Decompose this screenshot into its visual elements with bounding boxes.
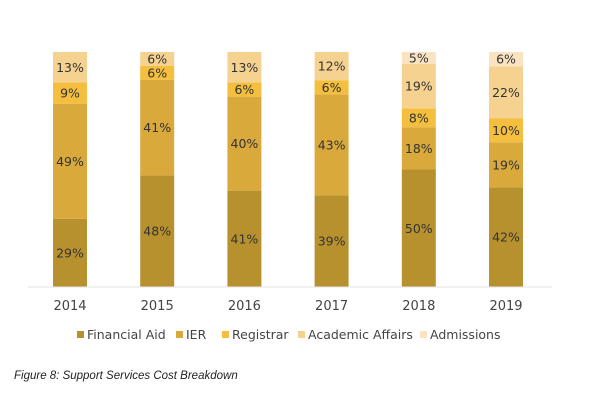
x-tick-label: 2015 [141, 299, 174, 314]
legend-label: Academic Affairs [308, 327, 413, 342]
bar-segment-financial-aid-2016 [227, 190, 262, 287]
x-tick-label: 2018 [402, 299, 435, 314]
bars-group: 29%49%9%13%48%41%6%6%41%40%6%13%39%43%6%… [53, 50, 523, 287]
bar-segment-admissions-2018 [401, 52, 436, 64]
legend-item-registrar: Registrar [222, 327, 289, 342]
legend-label: IER [186, 327, 207, 342]
bar-segment-ier-2018 [401, 127, 436, 170]
legend-item-financial-aid: Financial Aid [77, 327, 166, 342]
x-tick-label: 2014 [53, 299, 86, 314]
legend: Financial Aid IER Registrar Academic Affair… [77, 327, 501, 342]
bar-segment-academic-affairs-2019 [489, 66, 523, 119]
legend-swatch [77, 331, 84, 338]
legend-swatch [420, 331, 427, 338]
bar-segment-registrar-2016 [227, 82, 262, 97]
legend-label: Financial Aid [87, 327, 166, 342]
data-label: 19% [405, 79, 433, 94]
legend-item-academic-affairs: Academic Affairs [298, 327, 413, 342]
bar-segment-academic-affairs-2016 [227, 52, 262, 83]
bar-segment-financial-aid-2019 [489, 187, 523, 287]
legend-label: Registrar [232, 327, 289, 342]
bar-segment-ier-2015 [140, 79, 175, 176]
bar-segment-ier-2014 [53, 103, 87, 219]
legend-swatch [176, 331, 183, 338]
data-label: 19% [492, 157, 520, 172]
bar-segment-financial-aid-2018 [401, 169, 436, 287]
data-label: 41% [231, 231, 259, 246]
data-label: 5% [409, 50, 429, 65]
x-tick-label: 2016 [228, 299, 261, 314]
bar-segment-registrar-2017 [314, 80, 349, 95]
data-label: 13% [231, 60, 259, 75]
bar-segment-registrar-2018 [401, 108, 436, 128]
legend-swatch [222, 331, 229, 338]
legend-item-admissions: Admissions [420, 327, 501, 342]
figure-caption: Figure 8: Support Services Cost Breakdow… [14, 370, 238, 382]
data-label: 6% [496, 52, 516, 67]
data-label: 12% [318, 59, 346, 74]
x-tick-label: 2017 [315, 299, 348, 314]
bar-segment-registrar-2015 [140, 65, 175, 80]
data-label: 29% [56, 245, 84, 260]
data-label: 49% [56, 154, 84, 169]
bar-segment-ier-2017 [314, 94, 349, 196]
data-label: 6% [147, 51, 167, 66]
data-label: 43% [318, 137, 346, 152]
data-label: 39% [318, 234, 346, 249]
data-label: 8% [409, 110, 429, 125]
bar-segment-academic-affairs-2017 [314, 52, 349, 81]
data-label: 6% [322, 80, 342, 95]
data-label: 48% [143, 224, 171, 239]
legend-item-ier: IER [176, 327, 207, 342]
x-tick-labels: 2014 2015 2016 2017 2018 2019 [53, 299, 522, 314]
bar-segment-academic-affairs-2014 [53, 52, 87, 83]
bar-segment-financial-aid-2014 [53, 218, 87, 287]
data-label: 40% [231, 136, 259, 151]
data-label: 18% [405, 141, 433, 156]
data-label: 10% [492, 123, 520, 138]
bar-segment-financial-aid-2017 [314, 195, 349, 287]
bar-segment-academic-affairs-2015 [140, 52, 175, 66]
bar-segment-registrar-2019 [489, 118, 523, 143]
data-label: 50% [405, 221, 433, 236]
bar-segment-registrar-2014 [53, 82, 87, 104]
bar-segment-ier-2019 [489, 142, 523, 188]
x-tick-label: 2019 [489, 299, 522, 314]
bar-segment-ier-2016 [227, 96, 262, 191]
stacked-bar-chart: 29%49%9%13%48%41%6%6%41%40%6%13%39%43%6%… [28, 50, 552, 342]
data-label: 13% [56, 60, 84, 75]
data-label: 41% [143, 120, 171, 135]
data-label: 22% [492, 85, 520, 100]
bar-segment-admissions-2019 [489, 52, 523, 67]
legend-swatch [298, 331, 305, 338]
data-label: 42% [492, 230, 520, 245]
bar-segment-academic-affairs-2018 [401, 63, 436, 109]
bar-segment-financial-aid-2015 [140, 175, 175, 287]
data-label: 9% [60, 86, 80, 101]
data-label: 6% [234, 82, 254, 97]
legend-label: Admissions [430, 327, 501, 342]
data-label: 6% [147, 65, 167, 80]
